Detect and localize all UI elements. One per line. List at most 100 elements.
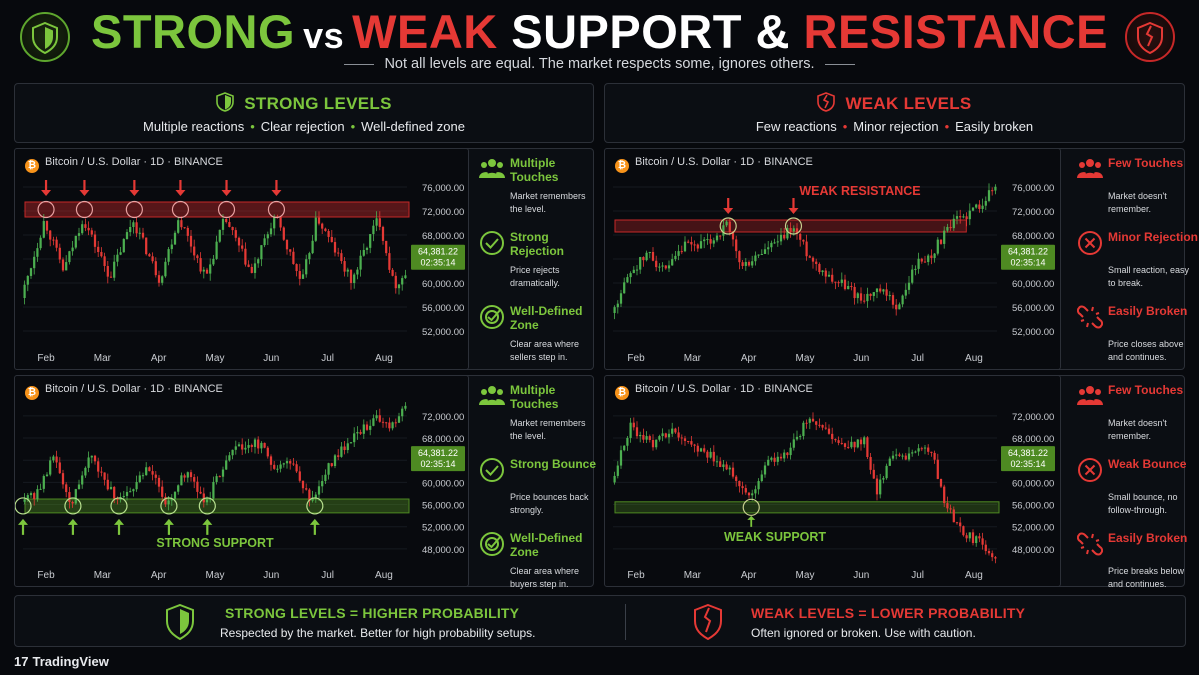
candle-body [279, 464, 282, 469]
candle-body [289, 461, 292, 464]
candle-body [879, 288, 882, 292]
candle-body [100, 471, 103, 473]
x-tick-label: May [206, 570, 225, 581]
touch-marker [267, 200, 286, 219]
candle-body [189, 235, 193, 247]
y-tick-label: 52,000.00 [1012, 327, 1054, 338]
candle-body [895, 304, 898, 310]
candle-body [917, 448, 920, 452]
y-tick-label: 56,000.00 [1012, 501, 1054, 512]
touch-marker [15, 497, 32, 515]
candle-body [90, 455, 93, 458]
candle-body [837, 282, 840, 284]
candle-body [317, 217, 321, 224]
candle-body [125, 232, 129, 240]
candle-body [885, 465, 888, 479]
chart-strong-support[interactable]: ₿ Bitcoin / U.S. Dollar · 1D · BINANCE 72… [14, 375, 469, 587]
feature-title: Well-Defined Zone [510, 304, 583, 332]
candlestick-chart: 72,000.0068,000.0064,000.0060,000.0056,0… [613, 412, 1055, 581]
candle-body [321, 223, 324, 229]
candle-body [619, 293, 623, 304]
candle-body [205, 269, 209, 274]
candle-body [333, 455, 337, 467]
candle-body [257, 439, 260, 449]
price-tag [1001, 244, 1055, 270]
candle-body [375, 218, 378, 226]
candle-body [349, 442, 353, 444]
title-vs-word: vs [303, 15, 345, 56]
candle-body [103, 256, 106, 267]
candle-body [244, 248, 247, 265]
candle-body [866, 293, 869, 302]
candle-body [109, 486, 113, 490]
group-icon [479, 383, 505, 409]
candle-body [850, 441, 853, 448]
candle-body [949, 508, 952, 510]
candle-body [324, 228, 327, 231]
strong-header-title-text: STRONG LEVELS [244, 94, 392, 113]
candle-body [65, 484, 68, 493]
candle-body [109, 276, 113, 278]
candle-body [138, 232, 141, 234]
weak-summary-text: Often ignored or broken. Use with cautio… [751, 626, 976, 640]
chart-weak-support[interactable]: ₿ Bitcoin / U.S. Dollar · 1D · BINANCE 72… [604, 375, 1061, 587]
candle-body [308, 489, 311, 501]
chart-strong-resistance[interactable]: ₿ Bitcoin / U.S. Dollar · 1D · BINANCE 76… [14, 148, 469, 370]
candle-body [690, 241, 693, 245]
candle-body [805, 422, 808, 424]
candle-body [39, 237, 42, 249]
candle-body [221, 469, 225, 477]
candle-body [658, 436, 661, 440]
candle-body [664, 433, 667, 438]
candle-body [683, 438, 687, 441]
candle-body [100, 252, 103, 257]
candle-body [843, 279, 847, 290]
candle-body [397, 284, 401, 289]
candle-body [49, 230, 52, 240]
feature-description: Price rejects dramatically. [510, 265, 560, 288]
candle-body [904, 289, 907, 296]
feature-description: Market doesn't remember. [1108, 418, 1167, 441]
candlestick-chart: 76,000.0072,000.0068,000.0064,000.0060,0… [23, 180, 465, 364]
candle-body [324, 474, 327, 482]
x-tick-label: Jul [911, 570, 924, 581]
candle-body [661, 433, 664, 437]
candle-body [68, 251, 71, 263]
broken-link-icon [1076, 304, 1104, 330]
candle-body [93, 455, 97, 462]
x-circle-icon [1077, 230, 1103, 256]
candle-body [87, 457, 90, 468]
candle-body [365, 247, 369, 250]
candle-body [978, 536, 981, 539]
x-tick-label: Mar [94, 353, 112, 364]
candle-body [687, 241, 690, 243]
candle-body [821, 424, 824, 428]
candle-body [141, 232, 145, 238]
candle-body [613, 475, 616, 483]
candle-body [949, 226, 952, 229]
candle-body [763, 249, 767, 255]
candle-body [39, 488, 42, 490]
candle-body [225, 219, 228, 223]
candle-body [250, 445, 253, 447]
title-resistance-word: RESISTANCE [803, 5, 1108, 58]
candle-body [65, 262, 68, 271]
candle-body [869, 457, 872, 470]
y-tick-label: 52,000.00 [422, 327, 464, 338]
tradingview-brand[interactable]: 17 TradingView [14, 654, 109, 669]
candle-body [783, 234, 786, 239]
candle-body [241, 245, 244, 249]
candle-body [946, 503, 949, 509]
candle-body [33, 256, 36, 269]
candle-body [693, 444, 696, 446]
chart-weak-resistance[interactable]: ₿ Bitcoin / U.S. Dollar · 1D · BINANCE 76… [604, 148, 1061, 370]
candle-body [145, 237, 148, 255]
candle-body [234, 230, 237, 238]
candle-body [991, 553, 994, 558]
candle-body [930, 255, 933, 259]
feature-title: Easily Broken [1108, 304, 1188, 318]
candle-body [273, 464, 276, 469]
candle-body [221, 219, 225, 230]
price-tag-price: 64,381.22 [1008, 247, 1048, 257]
candle-body [311, 240, 314, 254]
